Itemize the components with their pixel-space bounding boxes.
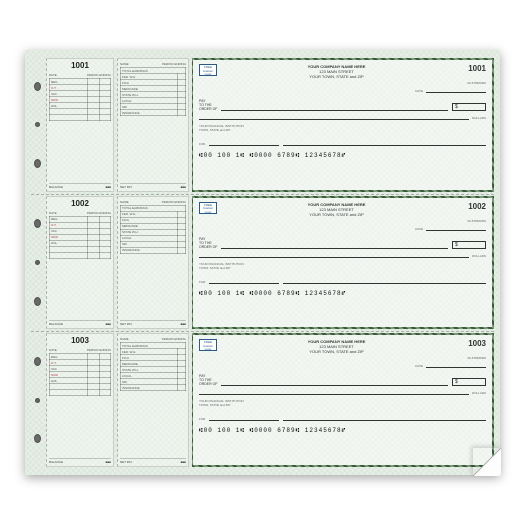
page-curl-icon (473, 448, 501, 476)
micr-line: ⑆00 100 1⑆ ⑆0000 6789⑆ 12345678⑈ (199, 427, 486, 434)
date-label: DATE (415, 89, 423, 93)
payroll-stub-right: NAME PERIOD ENDING TOTAL EARNINGS FED. W… (117, 58, 189, 192)
pay-to-label: PAY TO THE ORDER OF (199, 99, 217, 111)
earnings-table: REG O.T. VAC SICK HOL (49, 78, 111, 121)
micr-line: ⑆00 100 1⑆ ⑆0000 6789⑆ 12345678⑈ (199, 290, 486, 297)
for-label: FOR (199, 142, 205, 146)
hole (35, 122, 40, 127)
routing-fraction: 00-6789/0000 (467, 81, 486, 85)
deductions-table: TOTAL EARNINGS FED. W.H. FICA MEDICARE S… (120, 205, 186, 254)
logo-placeholder: FREE Custom Logo (199, 202, 217, 214)
amount-words-line (199, 114, 469, 120)
check-body: FREE Custom Logo YOUR COMPANY NAME HERE … (192, 196, 494, 330)
check-row: 1003 DATEPERIOD ENDING REG O.T. VAC SICK… (31, 331, 494, 469)
deductions-table: TOTAL EARNINGS FED. W.H. FICA MEDICARE S… (120, 342, 186, 391)
payroll-stub-right: NAMEPERIOD ENDING TOTAL EARNINGS FED. W.… (117, 196, 189, 330)
hole (34, 434, 41, 443)
binder-holes (31, 333, 43, 467)
hole (34, 357, 41, 366)
stub-header-date: DATE (49, 73, 57, 77)
hole (34, 159, 41, 168)
payee-line (221, 105, 448, 111)
memo-line (209, 140, 279, 146)
signature-line (283, 140, 486, 146)
stub-b-footer: NET PAY■■■ (120, 183, 186, 189)
payroll-stub-left: 1003 DATEPERIOD ENDING REG O.T. VAC SICK… (46, 333, 114, 467)
stub-number: 1002 (49, 199, 111, 210)
stub-name-label: NAME (120, 62, 129, 66)
dollars-label: DOLLARS (472, 116, 486, 120)
company-block: YOUR COMPANY NAME HERE 123 MAIN STREET Y… (217, 64, 456, 79)
stub-footer: BALANCE■■■ (49, 183, 111, 189)
check-body: FREE Custom Logo YOUR COMPANY NAME HERE … (192, 58, 494, 192)
hole (34, 297, 41, 306)
hole (35, 398, 40, 403)
hole (34, 82, 41, 91)
stub-number: 1001 (49, 61, 111, 72)
bank-block: YOUR FINANCIAL INSTITUTION TOWN, STATE a… (199, 124, 486, 132)
stub-header-period: PERIOD ENDING (87, 73, 111, 77)
earnings-table: REG O.T. VAC SICK HOL (49, 216, 111, 259)
check-number: 1001 (456, 64, 486, 73)
payroll-stub-left: 1002 DATEPERIOD ENDING REG O.T. VAC SICK… (46, 196, 114, 330)
company-block: YOUR COMPANY NAME HERE 123 MAIN STREET Y… (217, 339, 456, 354)
micr-line: ⑆00 100 1⑆ ⑆0000 6789⑆ 12345678⑈ (199, 152, 486, 159)
check-number: 1003 (456, 339, 486, 348)
earnings-table: REG O.T. VAC SICK HOL (49, 353, 111, 396)
check-row: 1001 DATE PERIOD ENDING REG O.T. VAC SIC… (31, 56, 494, 194)
company-addr2: YOUR TOWN, STATE and ZIP (217, 74, 456, 79)
company-block: YOUR COMPANY NAME HERE 123 MAIN STREET Y… (217, 202, 456, 217)
amount-box: $ (452, 103, 486, 111)
deductions-table: TOTAL EARNINGS FED. W.H. FICA MEDICARE S… (120, 67, 186, 116)
check-row: 1002 DATEPERIOD ENDING REG O.T. VAC SICK… (31, 194, 494, 332)
binder-holes (31, 58, 43, 192)
binder-holes (31, 196, 43, 330)
hole (35, 260, 40, 265)
stub-number: 1003 (49, 336, 111, 347)
logo-placeholder: FREE Custom Logo (199, 339, 217, 351)
logo-placeholder: FREE Custom Logo (199, 64, 217, 76)
payroll-stub-left: 1001 DATE PERIOD ENDING REG O.T. VAC SIC… (46, 58, 114, 192)
date-line (426, 87, 486, 93)
check-number: 1002 (456, 202, 486, 211)
hole (34, 219, 41, 228)
check-sheet: 1001 DATE PERIOD ENDING REG O.T. VAC SIC… (25, 50, 500, 475)
stub-period-label: PERIOD ENDING (162, 62, 186, 66)
payroll-stub-right: NAMEPERIOD ENDING TOTAL EARNINGS FED. W.… (117, 333, 189, 467)
check-body: FREE Custom Logo YOUR COMPANY NAME HERE … (192, 333, 494, 467)
